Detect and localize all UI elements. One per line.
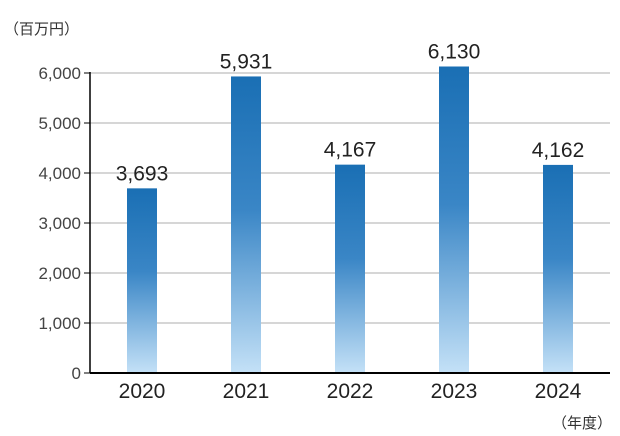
y-tick-label: 5,000 (38, 114, 81, 133)
x-tick-label-2022: 2022 (327, 380, 374, 403)
x-tick-label-2024: 2024 (535, 380, 582, 403)
y-tick-label: 4,000 (38, 164, 81, 183)
y-tick-label: 6,000 (38, 64, 81, 83)
bar-2021 (231, 76, 261, 373)
y-tick-label: 2,000 (38, 264, 81, 283)
y-tick-label: 0 (72, 364, 81, 383)
x-tick-label-2021: 2021 (223, 380, 270, 403)
data-label-2023: 6,130 (428, 41, 481, 64)
x-unit-label: （年度） (552, 414, 612, 432)
x-tick-label-2020: 2020 (119, 380, 166, 403)
data-label-2024: 4,162 (532, 139, 585, 162)
x-tick-label-2023: 2023 (431, 380, 478, 403)
data-label-2020: 3,693 (116, 162, 169, 185)
bar-2020 (127, 188, 157, 373)
y-tick-label: 3,000 (38, 214, 81, 233)
bar-2024 (543, 164, 573, 373)
y-tick-label: 1,000 (38, 314, 81, 333)
bar-2022 (335, 164, 365, 373)
data-label-2021: 5,931 (220, 50, 273, 73)
bar-2023 (439, 66, 469, 373)
y-unit-label: （百万円） (4, 20, 79, 38)
data-label-2022: 4,167 (324, 139, 377, 162)
